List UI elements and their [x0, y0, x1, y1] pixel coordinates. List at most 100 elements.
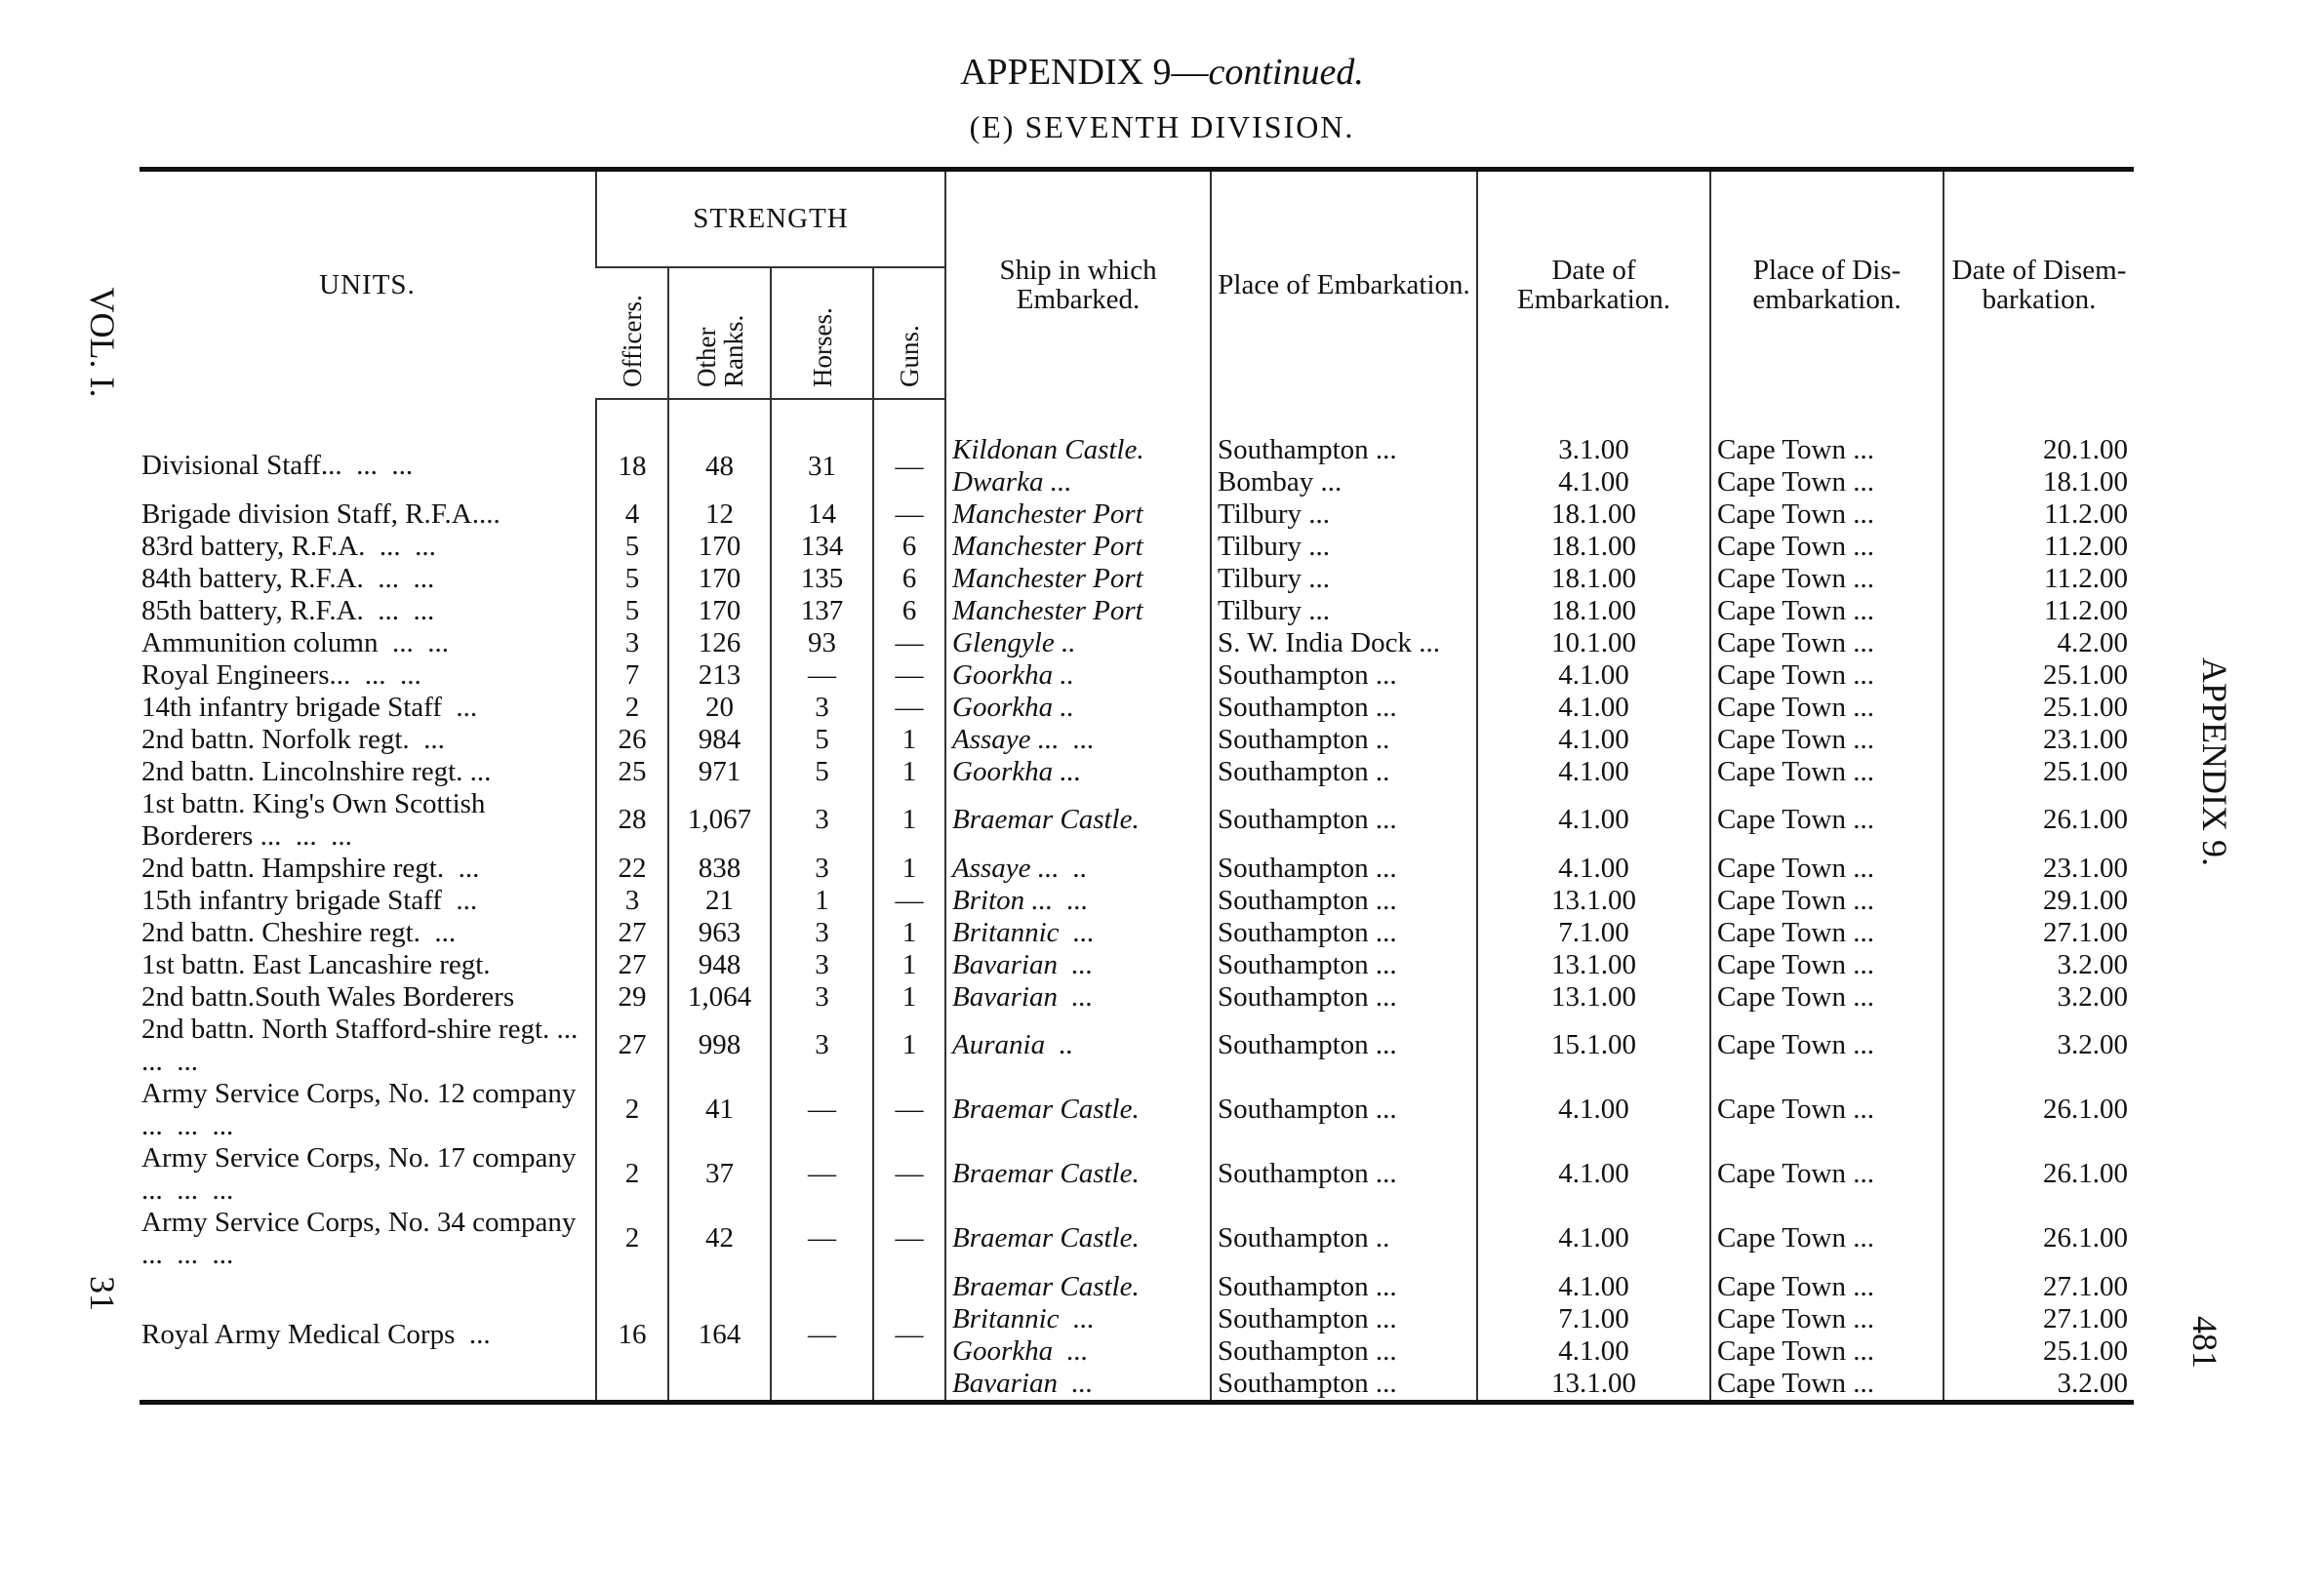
disembarked-at-cell: Cape Town ...: [1709, 884, 1944, 917]
ship: Kildonan Castle.: [952, 433, 1144, 465]
disembarked-at-cell: Cape Town ...: [1709, 980, 1944, 1014]
ship: Bavarian ...: [952, 1367, 1094, 1399]
embarked-on-cell: 4.1.00: [1476, 1141, 1711, 1207]
embarked-on-cell: 15.1.00: [1476, 1013, 1711, 1078]
ship-cell: Aurania ..: [944, 1013, 1212, 1078]
horses: 3: [770, 787, 873, 853]
ship-cell: Braemar Castle.: [944, 1077, 1212, 1142]
guns: —: [871, 884, 946, 917]
embarked-at-cell: Tilbury ...: [1210, 498, 1478, 531]
margin-page: 31: [83, 1276, 122, 1311]
disembarked-at: Cape Town ...: [1717, 884, 1874, 916]
guns: 1: [871, 916, 946, 949]
officers: 2: [595, 1141, 668, 1207]
embarked-on-cell: 4.1.00: [1476, 1206, 1711, 1271]
disembarked-at-cell: Cape Town ...: [1709, 723, 1944, 756]
disembarked-on: 25.1.00: [2043, 691, 2129, 723]
disembarked-at: Cape Town ...: [1717, 658, 1874, 691]
horses: 3: [770, 916, 873, 949]
embarked-at: Southampton ...: [1218, 1158, 1397, 1189]
embarked-at-cell: Southampton ...: [1210, 884, 1478, 917]
guns: 1: [871, 948, 946, 981]
embarked-at: Southampton ...: [1218, 980, 1397, 1013]
embarked-at: Southampton ..: [1218, 723, 1390, 755]
embarked-at-cell: Southampton ...: [1210, 1013, 1478, 1078]
guns: —: [871, 398, 946, 498]
embarked-on: 18.1.00: [1551, 498, 1637, 530]
guns: —: [871, 1141, 946, 1207]
guns: 1: [871, 755, 946, 788]
table-row: 2nd battn. Cheshire regt. ... 27 963 3 1 Brit…: [140, 916, 2135, 949]
table-row: 1st battn. King's Own Scottish Borderers…: [140, 787, 2135, 853]
disembarked-at: Cape Town ...: [1717, 723, 1874, 755]
ship: Braemar Castle.: [952, 1158, 1140, 1189]
disembarked-on: 11.2.00: [2044, 562, 2129, 594]
embarked-on: 18.1.00: [1551, 530, 1637, 562]
disembarked-at: Cape Town ...: [1717, 691, 1874, 723]
horses: —: [770, 1141, 873, 1207]
disembarked-at-cell: Cape Town ...: [1709, 658, 1944, 692]
other-ranks: 971: [667, 755, 771, 788]
ship: Bavarian ...: [952, 980, 1094, 1013]
embarked-at-cell: Tilbury ...: [1210, 562, 1478, 595]
other-ranks: 12: [667, 498, 771, 531]
disembarked-at-cell: Cape Town ...: [1709, 948, 1944, 981]
horses: 5: [770, 723, 873, 756]
disembarked-at: Cape Town ...: [1717, 1334, 1874, 1367]
disembarked-on: 26.1.00: [2043, 1158, 2129, 1189]
disembarked-on: 11.2.00: [2044, 498, 2129, 530]
embarked-on: 4.1.00: [1558, 691, 1629, 723]
disembarked-at: Cape Town ...: [1717, 1094, 1874, 1125]
embarked-at-cell: Southampton ... Bombay ...: [1210, 398, 1478, 498]
disembarked-at: Cape Town ...: [1717, 755, 1874, 787]
other-ranks: 984: [667, 723, 771, 756]
embarked-on-cell: 4.1.00: [1476, 658, 1711, 692]
disembarked-at: Cape Town ...: [1717, 626, 1874, 658]
other-ranks: 42: [667, 1206, 771, 1271]
horses: 3: [770, 852, 873, 885]
unit: 2nd battn. Hampshire regt. ...: [141, 852, 480, 884]
table-row: Divisional Staff... ... ... 18 48 31— Kildon…: [140, 398, 2135, 498]
ship: Britannic ...: [952, 916, 1095, 948]
disembarked-at-cell: Cape Town ...: [1709, 498, 1944, 531]
officers: 29: [595, 980, 668, 1014]
officers: 27: [595, 948, 668, 981]
disembarked-at: Cape Town ...: [1717, 1270, 1874, 1302]
embarked-on: 4.1.00: [1558, 755, 1629, 787]
col-header-text: Officers.: [617, 295, 647, 387]
embarked-on: 10.1.00: [1551, 626, 1637, 658]
horses: —: [770, 1206, 873, 1271]
guns: 6: [871, 530, 946, 563]
col-header: Guns.: [871, 266, 946, 400]
embarked-at: Southampton ...: [1218, 658, 1397, 691]
unit: Army Service Corps, No. 34 company ... .…: [141, 1206, 590, 1270]
ship: Goorkha ...: [952, 755, 1082, 787]
disembarked-on-cell: 26.1.00: [1943, 1141, 2135, 1207]
disembarked-on: 29.1.00: [2043, 884, 2129, 916]
guns: —: [871, 1206, 946, 1271]
embarked-on-cell: 4.1.00: [1476, 691, 1711, 724]
ship-cell: Manchester Port: [944, 498, 1212, 531]
officers: 4: [595, 498, 668, 531]
officers: 5: [595, 594, 668, 627]
disembarked-on: 23.1.00: [2043, 852, 2129, 884]
disembarked-at-cell: Cape Town ... Cape Town ... Cape Town ... C…: [1709, 1270, 1944, 1402]
unit: 2nd battn. North Stafford-shire regt. ..…: [141, 1013, 592, 1077]
embarked-on-cell: 18.1.00: [1476, 498, 1711, 531]
unit: 2nd battn. Norfolk regt. ...: [141, 723, 445, 755]
embarked-on: 13.1.00: [1551, 948, 1637, 980]
embarked-on: 4.1.00: [1558, 465, 1629, 498]
other-ranks: 963: [667, 916, 771, 949]
embarked-at-cell: Southampton ...: [1210, 948, 1478, 981]
horses: 5: [770, 755, 873, 788]
embarked-at: Southampton ...: [1218, 948, 1397, 980]
ship: Braemar Castle.: [952, 1222, 1140, 1254]
table-row: 14th infantry brigade Staff ... 2 20 3— Goor…: [140, 691, 2135, 724]
guns: —: [871, 626, 946, 659]
embarked-on-cell: 13.1.00: [1476, 884, 1711, 917]
other-ranks: 1,067: [667, 787, 771, 853]
ship: Britannic ...: [952, 1302, 1095, 1334]
ship-cell: Assaye ... ..: [944, 852, 1212, 885]
unit: 1st battn. East Lancashire regt.: [141, 948, 491, 980]
